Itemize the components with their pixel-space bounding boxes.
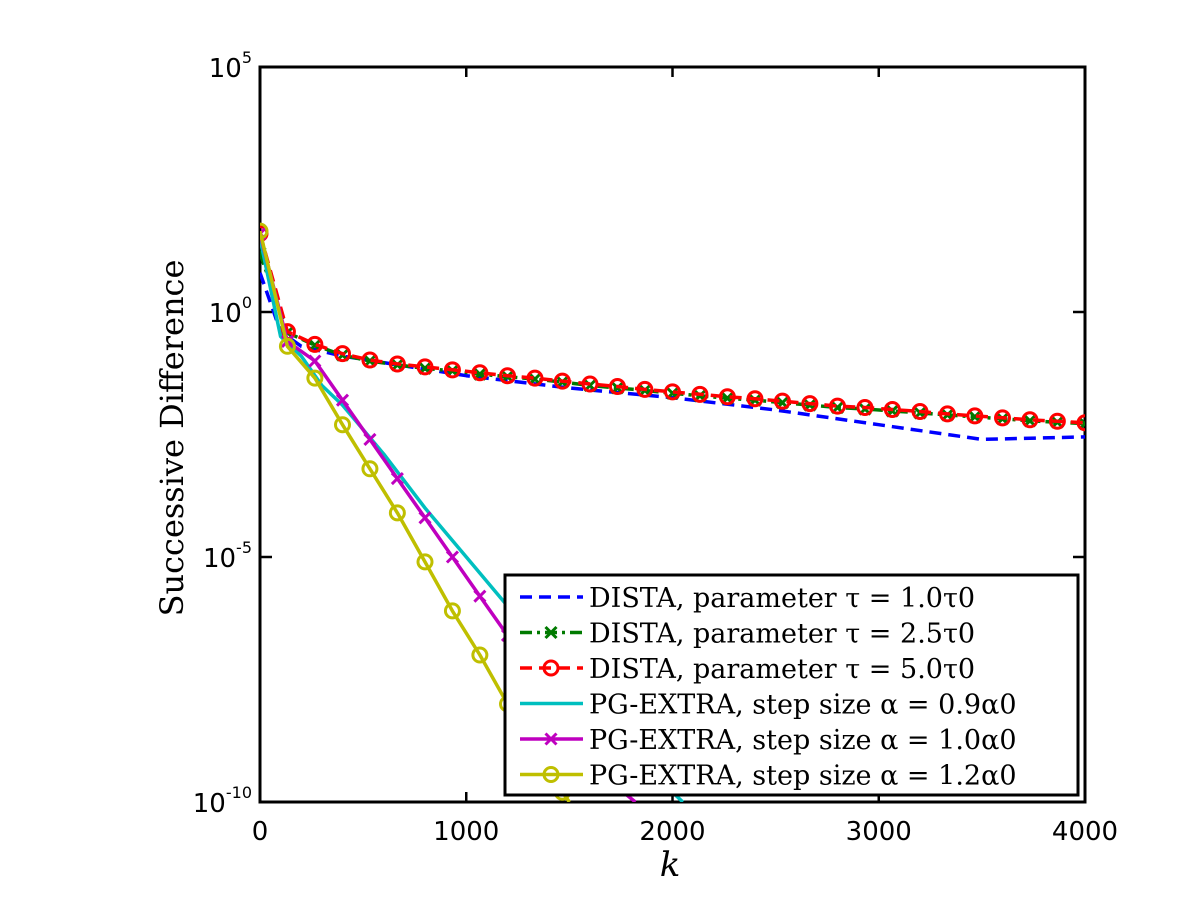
y-tick-label: 10-5 xyxy=(203,538,252,574)
data-point xyxy=(443,602,461,620)
legend-label: DISTA, parameter τ = 2.5τ0 xyxy=(589,619,975,650)
data-point xyxy=(361,460,379,478)
series-1 xyxy=(260,272,1085,442)
data-point xyxy=(361,351,379,369)
data-point xyxy=(363,432,377,446)
data-point xyxy=(334,416,351,434)
y-tick-label: 100 xyxy=(209,293,252,329)
data-point xyxy=(718,388,736,406)
legend-marker xyxy=(542,766,560,783)
data-point xyxy=(390,472,404,486)
x-tick-label: 1000 xyxy=(433,817,499,847)
data-point xyxy=(526,369,544,387)
data-point xyxy=(416,553,434,571)
data-point xyxy=(1048,412,1066,430)
data-point xyxy=(1076,414,1085,432)
data-point xyxy=(499,367,516,385)
legend-entry-3: DISTA, parameter τ = 5.0τ0 xyxy=(520,654,975,685)
data-point xyxy=(418,511,432,525)
data-point xyxy=(938,405,956,423)
legend-label: PG-EXTRA, step size α = 1.0α0 xyxy=(589,725,1017,756)
x-tick-label: 0 xyxy=(252,817,269,847)
legend-entry-2: DISTA, parameter τ = 2.5τ0 xyxy=(520,619,975,650)
y-tick-label: 10-10 xyxy=(193,783,252,819)
series-3 xyxy=(260,225,1085,432)
data-point xyxy=(553,372,571,390)
x-axis-label: k xyxy=(660,845,681,885)
data-point xyxy=(306,369,324,387)
legend-marker xyxy=(542,659,560,677)
series-line xyxy=(260,233,1085,425)
legend-entry-6: PG-EXTRA, step size α = 1.2α0 xyxy=(520,761,1017,792)
data-point xyxy=(636,380,654,398)
data-point xyxy=(829,397,846,415)
legend-entry-4: PG-EXTRA, step size α = 0.9α0 xyxy=(520,690,1017,721)
legend-label: DISTA, parameter τ = 5.0τ0 xyxy=(589,654,975,685)
data-point xyxy=(1021,411,1039,429)
legend-entry-5: PG-EXTRA, step size α = 1.0α0 xyxy=(520,725,1017,756)
data-point xyxy=(994,409,1011,427)
legend: DISTA, parameter τ = 1.0τ0 DISTA, paramet… xyxy=(503,573,1080,797)
data-point xyxy=(856,399,874,417)
data-point xyxy=(416,358,434,376)
data-point xyxy=(966,407,984,425)
data-point xyxy=(581,375,599,393)
data-point xyxy=(388,355,406,373)
data-point xyxy=(883,401,901,419)
data-point xyxy=(335,393,350,407)
data-point xyxy=(773,392,791,410)
legend-marker xyxy=(544,625,558,640)
series-line xyxy=(260,272,1085,442)
x-tick-label: 3000 xyxy=(846,817,912,847)
data-point xyxy=(608,377,626,395)
data-point xyxy=(664,383,681,401)
legend-marker xyxy=(544,732,558,746)
y-tick-label: 105 xyxy=(209,48,252,84)
data-point xyxy=(691,385,709,403)
data-point xyxy=(260,222,269,240)
data-point xyxy=(306,335,324,353)
legend-label: PG-EXTRA, step size α = 0.9α0 xyxy=(589,690,1017,721)
data-point xyxy=(911,402,929,420)
data-point xyxy=(801,395,819,413)
x-tick-label: 2000 xyxy=(639,817,705,847)
data-point xyxy=(471,364,489,382)
y-axis-label: Successive Difference xyxy=(153,260,191,617)
legend-box xyxy=(503,573,1080,797)
legend-entry-1: DISTA, parameter τ = 1.0τ0 xyxy=(520,583,975,614)
legend-label: PG-EXTRA, step size α = 1.2α0 xyxy=(589,761,1017,792)
legend-label: DISTA, parameter τ = 1.0τ0 xyxy=(589,583,975,614)
data-point xyxy=(308,354,322,368)
data-point xyxy=(278,337,296,355)
data-point xyxy=(746,390,764,408)
x-tick-label: 4000 xyxy=(1052,817,1118,847)
data-point xyxy=(473,589,487,603)
data-point xyxy=(443,361,461,379)
data-point xyxy=(445,550,459,564)
data-point xyxy=(334,345,351,363)
data-point xyxy=(388,504,406,522)
data-point xyxy=(471,646,489,664)
